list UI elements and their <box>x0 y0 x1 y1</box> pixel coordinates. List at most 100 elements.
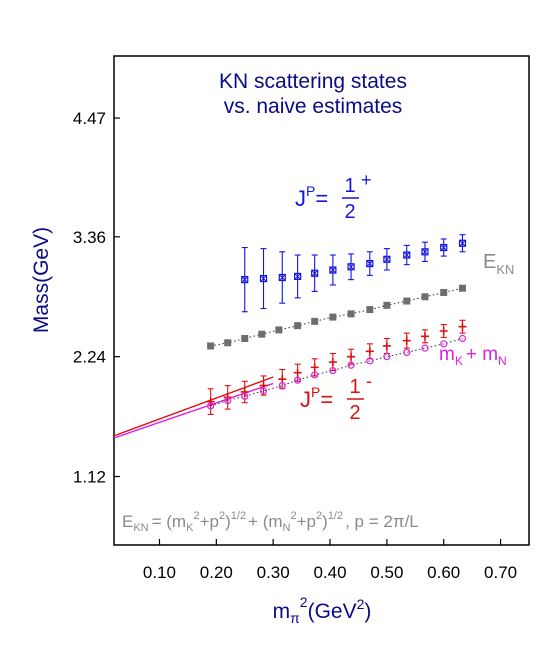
data-point <box>294 322 302 330</box>
data-point <box>458 334 467 343</box>
data-point <box>403 348 411 356</box>
x-axis-label: mπ2(GeV2) <box>273 594 372 626</box>
data-point <box>458 322 467 331</box>
data-point <box>382 341 391 350</box>
svg-text:1: 1 <box>344 175 355 197</box>
svg-text:JP=: JP= <box>295 183 328 211</box>
data-point <box>458 284 466 292</box>
data-point <box>258 330 266 338</box>
data-point <box>329 313 337 321</box>
x-tick-label: 0.30 <box>257 563 290 582</box>
data-point <box>275 326 283 334</box>
data-point <box>278 381 286 390</box>
x-tick-label: 0.20 <box>200 563 233 582</box>
svg-text:JP=: JP= <box>300 384 333 412</box>
data-point-cross <box>366 260 374 267</box>
y-axis-label: Mass(GeV) <box>30 227 53 333</box>
fit-lines <box>113 376 274 439</box>
data-point-cross <box>260 275 267 282</box>
data-point-cross <box>383 255 391 263</box>
data-point <box>365 347 374 356</box>
data-point <box>224 339 232 347</box>
plot-frame <box>113 55 530 546</box>
fit-line <box>113 376 274 437</box>
fit-line <box>113 382 274 439</box>
data-point <box>311 317 319 325</box>
series-square-x <box>241 234 467 313</box>
svg-text:2: 2 <box>349 402 360 424</box>
data-point <box>421 293 429 301</box>
data-point <box>294 376 302 384</box>
data-point <box>403 251 411 259</box>
chart-title-line-2: vs. naive estimates <box>224 95 403 118</box>
data-point-cross <box>440 244 448 251</box>
data-point <box>439 326 448 335</box>
svg-text:-: - <box>366 371 372 391</box>
x-tick-label: 0.40 <box>313 563 346 582</box>
data-point <box>278 375 287 384</box>
data-point-cross <box>347 263 355 271</box>
data-point <box>383 353 391 361</box>
x-tick-label: 0.60 <box>427 563 460 582</box>
data-point <box>383 301 391 309</box>
data-point-cross <box>294 273 301 280</box>
data-point <box>240 387 249 396</box>
data-point <box>329 266 337 274</box>
data-point <box>366 259 374 268</box>
series-square <box>207 284 466 350</box>
data-point <box>206 397 215 406</box>
label-jp-plus: JP= 1 2 + <box>295 170 372 223</box>
data-point <box>421 248 429 256</box>
x-tick-label: 0.70 <box>484 563 517 582</box>
x-tick-label: 0.10 <box>143 563 176 582</box>
data-point <box>458 239 467 247</box>
x-tick-label: 0.50 <box>370 563 403 582</box>
y-tick-label: 3.36 <box>73 228 106 247</box>
data-point <box>329 366 337 375</box>
data-point <box>421 344 429 352</box>
y-tick-label: 2.24 <box>73 348 106 367</box>
label-jp-minus: JP= 1 2 - <box>300 371 372 424</box>
formula-annotation: EKN = (mK2+p2)1/2 + (mN2+p2)1/2, p = 2π/L <box>122 510 419 534</box>
data-point-cross <box>459 239 466 247</box>
data-point <box>311 269 319 277</box>
y-tick-label: 1.12 <box>73 468 106 487</box>
data-point <box>440 340 448 348</box>
data-point <box>207 342 215 350</box>
data-marks <box>206 234 467 416</box>
data-point <box>207 402 215 410</box>
data-point <box>241 392 249 400</box>
data-point-cross <box>311 269 319 277</box>
data-point <box>241 276 249 284</box>
data-point <box>383 255 391 263</box>
series-connector <box>210 338 463 407</box>
data-point-cross <box>241 276 249 283</box>
data-point <box>420 332 429 341</box>
label-ekn: EKN <box>483 251 514 277</box>
data-point <box>440 288 448 296</box>
data-point <box>259 274 268 283</box>
data-point-cross <box>278 274 286 281</box>
svg-text:+: + <box>361 170 372 190</box>
data-point <box>440 243 448 252</box>
data-point-cross <box>421 248 429 256</box>
data-point <box>347 263 355 271</box>
y-tick-label: 4.47 <box>73 109 106 128</box>
series-plus <box>206 319 467 416</box>
data-point <box>293 368 302 377</box>
axis-ticks: 0.10 0.20 0.30 0.40 0.50 0.60 0.70 1.12 2.24 3.36… <box>73 109 517 582</box>
data-point <box>259 387 268 395</box>
data-point <box>328 358 337 367</box>
series-connector <box>210 287 463 347</box>
data-point <box>310 363 319 372</box>
data-point <box>366 357 374 365</box>
data-point <box>403 297 411 305</box>
data-point <box>347 361 355 369</box>
label-mk-mn: mK + mN <box>439 344 507 368</box>
data-point-cross <box>329 266 337 274</box>
data-point <box>278 273 286 282</box>
data-point <box>347 310 355 318</box>
data-point <box>224 396 232 405</box>
chart-title-line-1: KN scattering states <box>219 70 407 93</box>
